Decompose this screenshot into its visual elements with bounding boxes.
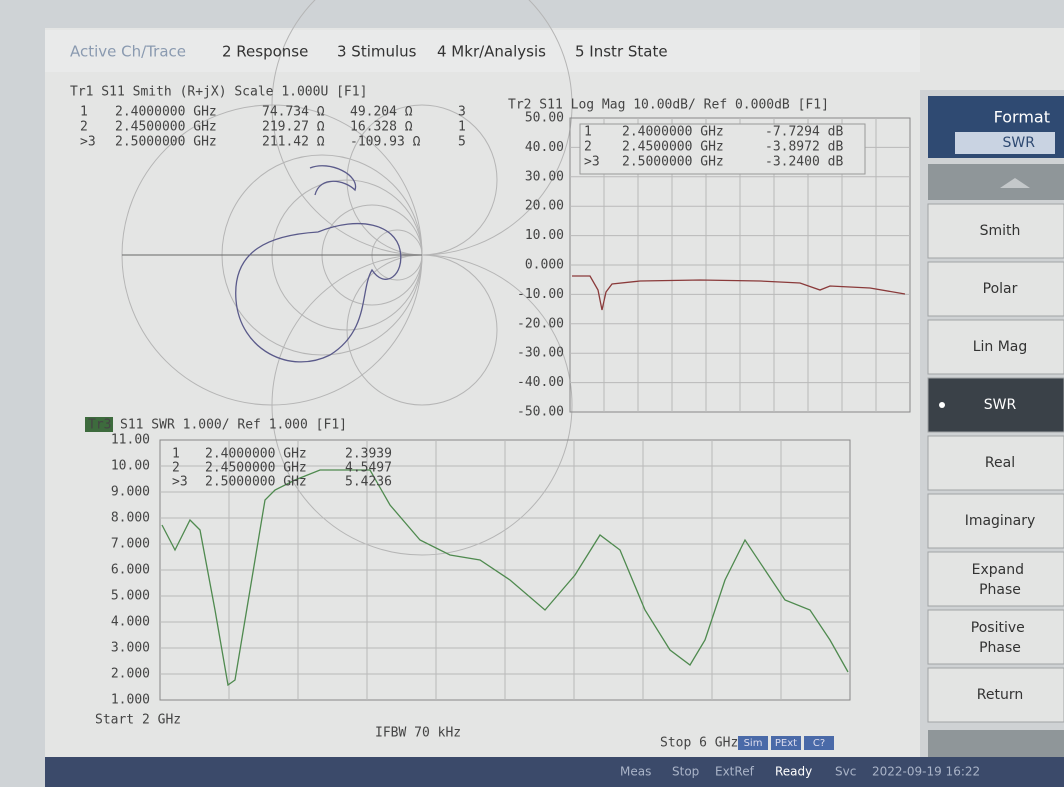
marker-value: 4.5497 [345,461,392,476]
softkey-label: Lin Mag [973,339,1028,355]
status-item: ExtRef [715,765,755,779]
trace-label: Tr3 [88,418,111,433]
y-tick-label: -40.00 [517,375,564,390]
y-tick-label: 4.000 [111,615,150,630]
y-tick-label: 40.00 [525,140,564,155]
y-tick-label: 2.000 [111,667,150,682]
marker-value: -3.2400 dB [765,155,843,170]
y-tick-label: -30.00 [517,346,564,361]
flag: Sim [744,738,763,749]
marker-value: -3.8972 dB [765,140,843,155]
y-tick-label: 7.000 [111,537,150,552]
marker-extra: 1 [458,120,466,135]
y-tick-label: 10.00 [111,459,150,474]
current-format: SWR [1003,135,1036,151]
marker-x: 49.204 Ω [350,105,413,120]
page: Active Ch/Trace 2 Response 3 Stimulus 4 Mkr… [0,0,1064,787]
y-tick-label: -50.00 [517,405,564,420]
softkey-label: Polar [983,281,1018,297]
marker-id: 1 [172,447,180,462]
y-tick-label: 8.000 [111,511,150,526]
softkey-label: Imaginary [965,513,1036,529]
y-tick-label: 30.00 [525,169,564,184]
flag: C? [813,738,825,749]
marker-freq: 2.4000000 GHz [205,447,307,462]
marker-freq: 2.4000000 GHz [622,125,724,140]
y-tick-label: 9.000 [111,485,150,500]
y-tick-label: 1.000 [111,693,150,708]
smith-header: Tr1 S11 Smith (R+jX) Scale 1.000U [F1] [70,85,367,100]
status-item: Ready [775,765,812,779]
marker-id: 2 [584,140,592,155]
start-freq: Start 2 GHz [95,713,181,728]
marker-id: 1 [584,125,592,140]
marker-freq: 2.4500000 GHz [205,461,307,476]
swr-header: S11 SWR 1.000/ Ref 1.000 [F1] [120,418,347,433]
marker-value: 2.3939 [345,447,392,462]
ifbw: IFBW 70 kHz [375,726,461,741]
y-tick-label: 5.000 [111,589,150,604]
marker-id: >3 [80,135,96,150]
y-tick-label: 6.000 [111,563,150,578]
scroll-up[interactable] [928,164,1064,200]
menu-item[interactable]: 2 Response [222,43,308,61]
marker-id: >3 [584,155,600,170]
stop-freq: Stop 6 GHz [660,736,738,751]
status-item: Svc [835,765,856,779]
marker-freq: 2.4500000 GHz [115,120,217,135]
y-tick-label: 10.00 [525,228,564,243]
marker-r: 219.27 Ω [262,120,325,135]
softkey-label: SWR [984,397,1017,413]
marker-freq: 2.4000000 GHz [115,105,217,120]
softkey-label: Smith [980,223,1021,239]
marker-extra: 5 [458,135,466,150]
menu-item[interactable]: 5 Instr State [575,43,668,61]
y-tick-label: -20.00 [517,316,564,331]
marker-freq: 2.5000000 GHz [115,135,217,150]
marker-value: -7.7294 dB [765,125,843,140]
scroll-down[interactable] [928,730,1064,758]
y-tick-label: 20.00 [525,199,564,214]
flag: PExt [775,738,797,749]
selected-dot [939,402,945,408]
menu-item[interactable]: 3 Stimulus [337,43,417,61]
marker-x: -109.93 Ω [350,135,421,150]
menu-item[interactable]: 4 Mkr/Analysis [437,43,546,61]
marker-extra: 3 [458,105,466,120]
marker-r: 74.734 Ω [262,105,325,120]
softkey-title: Format [994,108,1050,127]
y-tick-label: 0.000 [525,258,564,273]
status-item: Stop [672,765,699,779]
screen: Active Ch/Trace 2 Response 3 Stimulus 4 Mkr… [0,0,1064,787]
y-tick-label: 11.00 [111,433,150,448]
marker-id: 2 [172,461,180,476]
y-tick-label: -10.00 [517,287,564,302]
status-item: Meas [620,765,651,779]
marker-freq: 2.5000000 GHz [205,475,307,490]
marker-freq: 2.4500000 GHz [622,140,724,155]
status-item: 2022-09-19 16:22 [872,765,980,779]
marker-id: >3 [172,475,188,490]
marker-freq: 2.5000000 GHz [622,155,724,170]
marker-x: 16.328 Ω [350,120,413,135]
menu-item[interactable]: Active Ch/Trace [70,43,186,61]
y-tick-label: 3.000 [111,641,150,656]
marker-id: 2 [80,120,88,135]
marker-value: 5.4236 [345,475,392,490]
softkey-label: Real [985,455,1015,471]
marker-r: 211.42 Ω [262,135,325,150]
marker-id: 1 [80,105,88,120]
softkey-label: Return [977,687,1023,703]
y-tick-label: 50.00 [525,111,564,126]
